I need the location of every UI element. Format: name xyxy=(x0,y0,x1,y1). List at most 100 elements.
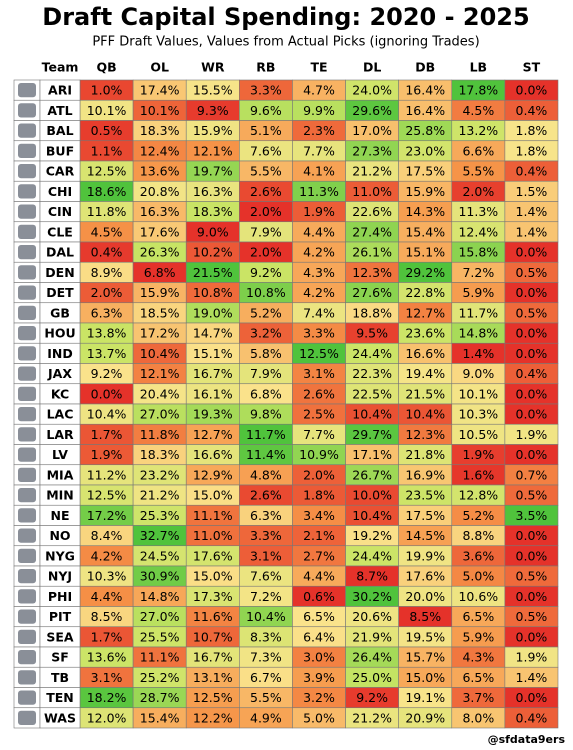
team-logo xyxy=(18,366,36,381)
team-logo xyxy=(18,569,36,584)
cell-value: 10.5% xyxy=(458,427,498,442)
team-name: MIA xyxy=(47,467,74,482)
cell-value: 12.7% xyxy=(193,427,233,442)
cell-value: 15.8% xyxy=(458,245,498,260)
cell-value: 13.1% xyxy=(193,670,233,685)
cell-value: 16.9% xyxy=(405,467,445,482)
cell-value: 1.8% xyxy=(516,123,548,138)
cell-value: 10.8% xyxy=(193,285,233,300)
cell-value: 10.1% xyxy=(87,103,127,118)
credit: @sfdata9ers xyxy=(488,733,566,746)
column-header: TE xyxy=(310,60,327,75)
team-name: GB xyxy=(50,305,70,320)
cell-value: 17.5% xyxy=(405,508,445,523)
cell-value: 11.2% xyxy=(87,467,127,482)
cell-value: 10.4% xyxy=(352,407,392,422)
cell-value: 1.7% xyxy=(91,427,123,442)
cell-value: 2.0% xyxy=(462,184,494,199)
cell-value: 23.0% xyxy=(405,143,445,158)
team-logo xyxy=(18,103,36,118)
cell-value: 12.5% xyxy=(87,164,127,179)
team-logo xyxy=(18,650,36,665)
cell-value: 4.5% xyxy=(462,103,494,118)
team-name: TEN xyxy=(46,690,74,705)
team-name: NE xyxy=(50,508,69,523)
cell-value: 10.0% xyxy=(352,488,392,503)
cell-value: 9.3% xyxy=(197,103,229,118)
cell-value: 19.3% xyxy=(193,407,233,422)
cell-value: 15.0% xyxy=(193,488,233,503)
cell-value: 12.3% xyxy=(405,427,445,442)
team-name: IND xyxy=(47,346,73,361)
cell-value: 0.5% xyxy=(91,123,123,138)
cell-value: 26.1% xyxy=(352,245,392,260)
team-name: SEA xyxy=(46,629,74,644)
cell-value: 1.0% xyxy=(91,83,123,98)
cell-value: 7.9% xyxy=(250,366,282,381)
cell-value: 5.0% xyxy=(303,710,335,725)
cell-value: 1.5% xyxy=(516,184,548,199)
cell-value: 22.3% xyxy=(352,366,392,381)
cell-value: 16.4% xyxy=(405,103,445,118)
cell-value: 15.7% xyxy=(405,650,445,665)
cell-value: 5.1% xyxy=(250,123,282,138)
cell-value: 1.4% xyxy=(516,670,548,685)
cell-value: 7.7% xyxy=(303,427,335,442)
cell-value: 17.6% xyxy=(193,548,233,563)
cell-value: 0.0% xyxy=(516,447,548,462)
cell-value: 16.3% xyxy=(193,184,233,199)
team-logo xyxy=(18,386,36,401)
cell-value: 10.1% xyxy=(458,386,498,401)
cell-value: 15.4% xyxy=(140,710,180,725)
cell-value: 18.2% xyxy=(87,690,127,705)
cell-value: 11.1% xyxy=(140,650,180,665)
cell-value: 6.4% xyxy=(303,629,335,644)
cell-value: 13.6% xyxy=(87,650,127,665)
cell-value: 16.6% xyxy=(193,447,233,462)
cell-value: 4.7% xyxy=(303,83,335,98)
cell-value: 7.2% xyxy=(462,265,494,280)
cell-value: 2.1% xyxy=(303,528,335,543)
team-name: LAC xyxy=(47,407,74,422)
team-logo xyxy=(18,710,36,725)
cell-value: 17.2% xyxy=(87,508,127,523)
cell-value: 3.4% xyxy=(303,508,335,523)
cell-value: 30.9% xyxy=(140,569,180,584)
team-name: CLE xyxy=(47,224,73,239)
cell-value: 27.4% xyxy=(352,224,392,239)
cell-value: 13.2% xyxy=(458,123,498,138)
cell-value: 8.7% xyxy=(356,569,388,584)
team-name: BUF xyxy=(46,143,74,158)
cell-value: 5.2% xyxy=(250,305,282,320)
team-logo xyxy=(18,427,36,442)
cell-value: 3.0% xyxy=(303,650,335,665)
cell-value: 14.8% xyxy=(458,326,498,341)
team-name: MIN xyxy=(46,488,74,503)
cell-value: 12.9% xyxy=(193,467,233,482)
team-name: BAL xyxy=(46,123,73,138)
cell-value: 3.9% xyxy=(303,670,335,685)
cell-value: 19.7% xyxy=(193,164,233,179)
cell-value: 3.6% xyxy=(462,548,494,563)
cell-value: 0.0% xyxy=(516,386,548,401)
cell-value: 5.9% xyxy=(462,629,494,644)
cell-value: 0.5% xyxy=(516,609,548,624)
cell-value: 11.1% xyxy=(193,508,233,523)
cell-value: 9.0% xyxy=(462,366,494,381)
team-logo xyxy=(18,305,36,320)
cell-value: 11.3% xyxy=(299,184,339,199)
team-logo xyxy=(18,670,36,685)
cell-value: 3.3% xyxy=(250,83,282,98)
team-name: PIT xyxy=(49,609,72,624)
cell-value: 0.0% xyxy=(516,245,548,260)
cell-value: 20.0% xyxy=(405,589,445,604)
cell-value: 15.9% xyxy=(140,285,180,300)
cell-value: 3.1% xyxy=(250,548,282,563)
cell-value: 0.7% xyxy=(516,467,548,482)
cell-value: 15.0% xyxy=(405,670,445,685)
cell-value: 8.5% xyxy=(409,609,441,624)
cell-value: 6.3% xyxy=(91,305,123,320)
cell-value: 1.1% xyxy=(91,143,123,158)
cell-value: 2.3% xyxy=(303,123,335,138)
column-header: WR xyxy=(201,60,225,75)
